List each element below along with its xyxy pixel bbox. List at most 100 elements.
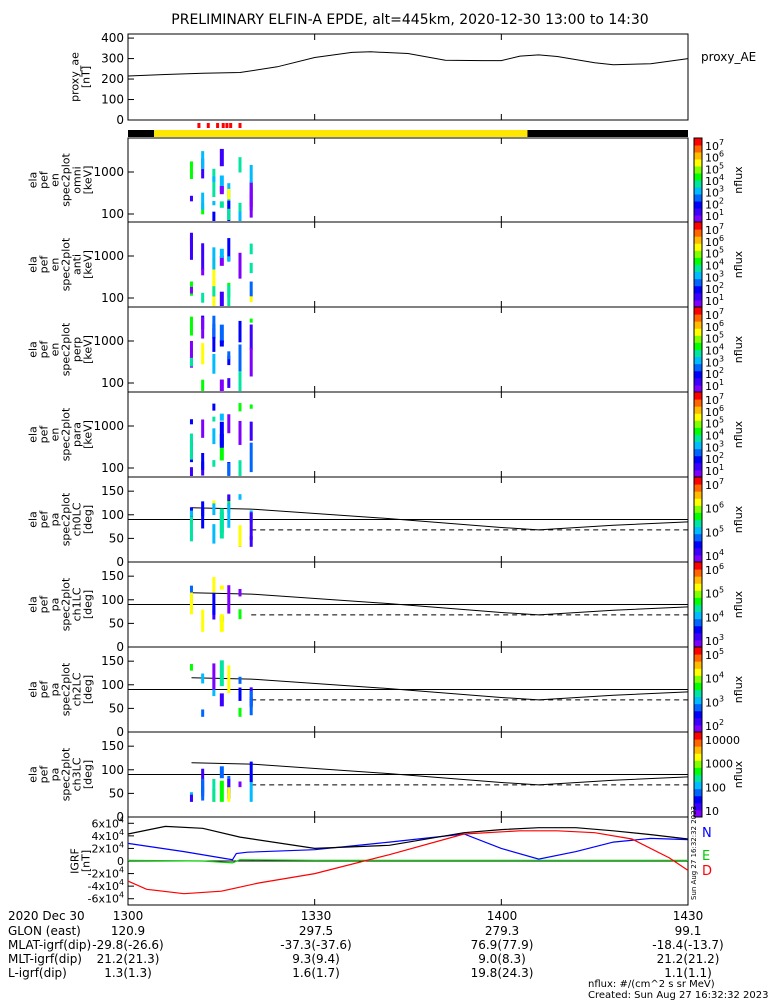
spectrogram-ylabel-line: [keV]	[82, 250, 95, 279]
pitch-angle-ytick-label: 150	[101, 739, 124, 753]
spectrogram-data-pixel	[212, 428, 216, 445]
spectrogram-colorbar-color-step	[694, 377, 702, 386]
spectrogram-data-pixel	[201, 419, 205, 438]
spectrogram-colorbar-color-step	[694, 250, 702, 258]
spectrogram-ylabel-line: anti	[71, 254, 84, 275]
pitch-angle-ytick-label: 50	[109, 786, 124, 800]
pitch-angle-ylabel-line: pa	[49, 768, 62, 782]
spectrogram-colorbar-color-step	[694, 173, 702, 181]
pitch-angle-colorbar-color-step	[694, 710, 702, 719]
eph-r1-v0: 120.9	[111, 924, 145, 938]
spectrogram-data-pixel	[249, 442, 253, 473]
spectrogram-colorbar-color-step	[694, 285, 702, 294]
pitch-angle-ytick-label: 150	[101, 654, 124, 668]
pitch-angle-ytick-label: 0	[116, 555, 124, 569]
igrf-ytick-label: 4x104	[91, 828, 124, 843]
spectrogram-colorbar-color-step	[694, 307, 702, 315]
spectrogram-ytick-label: 1000	[93, 334, 124, 348]
spectrogram-data-pixel	[201, 151, 205, 170]
spectrogram-ylabel-line: spec2plot	[60, 153, 73, 207]
spectrogram-data-pixel	[238, 368, 242, 391]
pitch-angle-data-pixel	[249, 761, 253, 783]
pitch-angle-colorbar-color-step	[694, 512, 702, 520]
spectrogram-data-pixel	[201, 379, 205, 391]
spectrogram-data-pixel	[249, 318, 253, 323]
proxy-ae-frame	[127, 33, 689, 121]
pitch-angle-colorbar-color-step	[694, 717, 702, 726]
pitch-angle-colorbar-color-step	[694, 668, 702, 676]
pitch-angle-colorbar-tick-label: 105	[705, 647, 724, 662]
spectrogram-data-pixel	[189, 195, 193, 202]
pitch-angle-colorbar-tick-label: 104	[705, 671, 724, 686]
spectrogram-data-pixel	[201, 317, 205, 339]
spectrogram-data-pixel	[201, 243, 205, 271]
spectrogram-ylabel-line: en	[49, 258, 62, 272]
spectrogram-colorbar-color-step	[694, 434, 702, 443]
proxy-ae-series-line	[127, 51, 689, 77]
spectrogram-data-pixel	[249, 243, 253, 255]
spectrogram-data-pixel	[189, 161, 193, 180]
spectrogram-ylabel-line: pef	[38, 255, 51, 274]
pitch-angle-colorbar-color-step	[694, 809, 702, 818]
pitch-angle-ylabel-line: ch3LC	[71, 757, 84, 791]
pitch-angle-ytick-label: 50	[109, 701, 124, 715]
spectrogram-colorbar-tick-label: 102	[705, 451, 724, 466]
pitch-angle-colorbar-color-step	[694, 760, 702, 768]
spectrogram-colorbar-title: nflux	[732, 250, 745, 278]
igrf-ytick-label: -4x104	[87, 878, 124, 893]
pitch-angle-colorbar-color-step	[694, 724, 702, 733]
spectrogram-data-pixel	[219, 291, 224, 306]
spectrogram-data-pixel	[238, 403, 242, 412]
pitch-angle-colorbar-color-step	[694, 505, 702, 513]
spectrogram-ylabel-line: spec2plot	[60, 407, 73, 461]
pitch-angle-colorbar-color-step	[694, 576, 702, 584]
pitch-angle-colorbar-color-step	[694, 498, 702, 506]
spectrogram-ylabel-line: [keV]	[82, 335, 95, 364]
spectrogram-colorbar-tick-label: 102	[705, 281, 724, 296]
footer-units: nflux: #/(cm^2 s sr MeV)	[588, 979, 715, 990]
spectrogram-data-pixel	[238, 157, 242, 173]
spectrogram-data-pixel	[212, 315, 216, 337]
pitch-angle-data-pixel	[212, 500, 216, 507]
pitch-angle-data-pixel	[249, 536, 253, 547]
pitch-angle-data-pixel	[238, 707, 242, 717]
spectrogram-colorbar-color-step	[694, 469, 702, 478]
eph-label-4: L-igrf(dip)	[8, 966, 67, 980]
pitch-angle-ylabel-line: [deg]	[82, 505, 95, 534]
proxy-ae-ytick-label: 200	[101, 72, 124, 86]
spectrogram-colorbar-color-step	[694, 257, 702, 265]
pitch-angle-ylabel-line: ch2LC	[71, 672, 84, 706]
spectrogram-data-pixel	[219, 256, 224, 266]
spectrogram-colorbar-tick-label: 103	[705, 354, 724, 369]
spectrogram-colorbar-tick-label: 101	[705, 378, 724, 393]
orbit-bar-eclipse-end	[527, 130, 688, 137]
pitch-angle-data-pixel	[189, 516, 193, 542]
spectrogram-ylabel-line: spec2plot	[60, 322, 73, 376]
pitch-angle-ytick-label: 150	[101, 569, 124, 583]
spectrogram-ylabel-line: en	[49, 173, 62, 187]
pitch-angle-colorbar-color-step	[694, 519, 702, 528]
spectrogram-data-pixel	[219, 413, 224, 421]
pitch-angle-data-pixel	[249, 773, 253, 802]
pitch-angle-data-pixel	[201, 673, 205, 684]
pitch-angle-colorbar: 105 104 103 102 nflux	[693, 646, 745, 733]
pitch-angle-colorbar-color-step	[694, 639, 702, 648]
spectrogram-data	[189, 148, 253, 221]
pitch-angle-colorbar-color-step	[694, 604, 702, 613]
spectrogram-colorbar-tick-label: 103	[705, 269, 724, 284]
pitch-angle-colorbar-title: nflux	[732, 505, 745, 533]
spectrogram-data-pixel	[219, 324, 224, 343]
pitch-angle-colorbar-tick-label: 103	[705, 633, 724, 648]
spectrogram-colorbar-tick-label: 105	[705, 416, 724, 431]
spectrogram-colorbar-color-step	[694, 222, 702, 230]
pitch-angle-colorbar-color-step	[694, 767, 702, 775]
pitch-angle-colorbar-color-step	[694, 654, 702, 662]
pitch-angle-colorbar-color-step	[694, 661, 702, 669]
spectrogram-data-pixel	[227, 414, 231, 434]
pitch-angle-colorbar-title-group: nflux	[732, 590, 745, 618]
spectrogram-ytick-label: 100	[101, 376, 124, 390]
spectrogram-colorbar-color-step	[694, 236, 702, 244]
pitch-angle-colorbar-color-step	[694, 554, 702, 563]
